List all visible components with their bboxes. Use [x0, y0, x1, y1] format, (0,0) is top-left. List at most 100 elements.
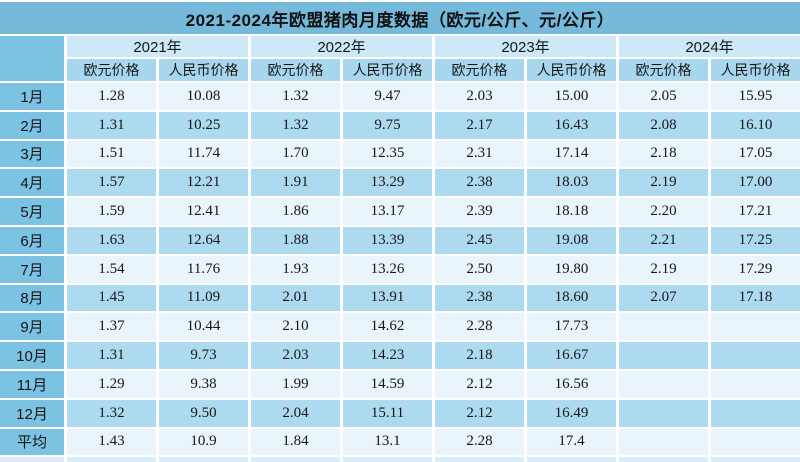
empty-cell: [619, 399, 708, 427]
corner-cell: [0, 36, 64, 81]
empty-cell: [619, 370, 708, 398]
bottom-strip-cell: [619, 457, 708, 462]
value-cell: 1.59: [67, 198, 156, 225]
value-cell: 1.86: [251, 198, 340, 225]
value-cell: 9.75: [343, 111, 432, 139]
value-cell: 1.70: [251, 140, 340, 168]
sub-header: 欧元价格: [67, 59, 156, 81]
sub-header: 人民币价格: [527, 59, 616, 81]
value-cell: 1.31: [67, 111, 156, 139]
value-cell: 19.08: [527, 226, 616, 254]
value-cell: 2.21: [619, 226, 708, 254]
value-cell: 17.14: [527, 140, 616, 168]
sub-header: 人民币价格: [159, 59, 248, 81]
value-cell: 9.73: [159, 342, 248, 369]
bottom-strip-cell: [711, 457, 800, 462]
empty-cell: [711, 428, 800, 456]
value-cell: 1.43: [67, 428, 156, 456]
year-header: 2022年: [251, 36, 432, 57]
bottom-strip-cell: [0, 457, 64, 462]
value-cell: 10.9: [159, 428, 248, 456]
value-cell: 16.10: [711, 111, 800, 139]
bottom-strip-cell: [435, 457, 524, 462]
table-title: 2021-2024年欧盟猪肉月度数据（欧元/公斤、元/公斤）: [0, 2, 800, 34]
month-label: 10月: [0, 342, 64, 369]
value-cell: 17.00: [711, 169, 800, 197]
month-label: 9月: [0, 313, 64, 341]
value-cell: 2.28: [435, 428, 524, 456]
empty-cell: [711, 370, 800, 398]
value-cell: 1.57: [67, 169, 156, 197]
empty-cell: [711, 313, 800, 341]
value-cell: 16.49: [527, 399, 616, 427]
value-cell: 18.18: [527, 198, 616, 225]
value-cell: 16.56: [527, 370, 616, 398]
sub-header: 欧元价格: [435, 59, 524, 81]
year-header: 2021年: [67, 36, 248, 57]
value-cell: 12.21: [159, 169, 248, 197]
value-cell: 16.43: [527, 111, 616, 139]
value-cell: 2.18: [619, 140, 708, 168]
value-cell: 17.4: [527, 428, 616, 456]
value-cell: 2.18: [435, 342, 524, 369]
value-cell: 1.28: [67, 83, 156, 110]
value-cell: 2.12: [435, 399, 524, 427]
sub-header: 欧元价格: [251, 59, 340, 81]
value-cell: 2.38: [435, 169, 524, 197]
year-header: 2023年: [435, 36, 616, 57]
value-cell: 2.45: [435, 226, 524, 254]
value-cell: 13.1: [343, 428, 432, 456]
bottom-strip-cell: [67, 457, 156, 462]
value-cell: 2.08: [619, 111, 708, 139]
value-cell: 2.12: [435, 370, 524, 398]
value-cell: 2.19: [619, 169, 708, 197]
value-cell: 1.32: [67, 399, 156, 427]
value-cell: 1.88: [251, 226, 340, 254]
sub-header: 人民币价格: [343, 59, 432, 81]
empty-cell: [619, 428, 708, 456]
value-cell: 10.08: [159, 83, 248, 110]
value-cell: 10.25: [159, 111, 248, 139]
value-cell: 1.45: [67, 284, 156, 312]
month-label: 12月: [0, 399, 64, 427]
value-cell: 1.99: [251, 370, 340, 398]
empty-cell: [711, 342, 800, 369]
month-label: 5月: [0, 198, 64, 225]
empty-cell: [711, 399, 800, 427]
value-cell: 2.20: [619, 198, 708, 225]
value-cell: 1.93: [251, 255, 340, 283]
month-label: 3月: [0, 140, 64, 168]
value-cell: 14.23: [343, 342, 432, 369]
value-cell: 17.18: [711, 284, 800, 312]
value-cell: 14.62: [343, 313, 432, 341]
value-cell: 1.51: [67, 140, 156, 168]
value-cell: 1.54: [67, 255, 156, 283]
bottom-strip-cell: [251, 457, 340, 462]
value-cell: 15.95: [711, 83, 800, 110]
value-cell: 1.91: [251, 169, 340, 197]
month-label: 8月: [0, 284, 64, 312]
value-cell: 2.07: [619, 284, 708, 312]
value-cell: 2.03: [251, 342, 340, 369]
value-cell: 2.05: [619, 83, 708, 110]
value-cell: 17.05: [711, 140, 800, 168]
empty-cell: [619, 313, 708, 341]
value-cell: 2.03: [435, 83, 524, 110]
value-cell: 2.01: [251, 284, 340, 312]
value-cell: 1.32: [251, 83, 340, 110]
value-cell: 2.38: [435, 284, 524, 312]
value-cell: 9.47: [343, 83, 432, 110]
value-cell: 2.39: [435, 198, 524, 225]
value-cell: 2.17: [435, 111, 524, 139]
value-cell: 1.84: [251, 428, 340, 456]
value-cell: 2.50: [435, 255, 524, 283]
value-cell: 12.64: [159, 226, 248, 254]
value-cell: 13.26: [343, 255, 432, 283]
bottom-strip-cell: [159, 457, 248, 462]
year-header: 2024年: [619, 36, 800, 57]
data-table: 2021年 2022年 2023年 2024年 欧元价格 人民币价格 欧元价格 人民币价格 欧元…: [0, 36, 800, 462]
value-cell: 13.39: [343, 226, 432, 254]
month-label: 7月: [0, 255, 64, 283]
sub-header: 欧元价格: [619, 59, 708, 81]
value-cell: 15.11: [343, 399, 432, 427]
